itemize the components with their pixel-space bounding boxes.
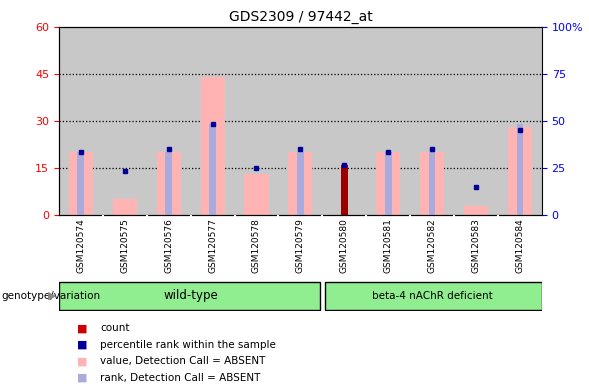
Title: GDS2309 / 97442_at: GDS2309 / 97442_at [229, 10, 372, 25]
Text: ■: ■ [77, 340, 87, 350]
Bar [341, 165, 348, 215]
Bar [498, 27, 542, 215]
Bar [366, 27, 410, 215]
Text: GSM120584: GSM120584 [515, 218, 524, 273]
Bar [297, 152, 304, 215]
Bar [234, 27, 279, 215]
Bar [322, 27, 366, 215]
Text: GSM120576: GSM120576 [164, 218, 173, 273]
Text: GSM120574: GSM120574 [77, 218, 85, 273]
Bar [147, 27, 191, 215]
Bar [420, 152, 444, 215]
Bar [147, 27, 191, 215]
Bar [69, 152, 93, 215]
Bar [234, 27, 279, 215]
Text: ■: ■ [77, 323, 87, 333]
Text: wild-type: wild-type [163, 289, 218, 302]
Bar [410, 27, 454, 215]
Bar [279, 27, 322, 215]
Text: GSM120579: GSM120579 [296, 218, 305, 273]
Bar [429, 152, 435, 215]
Bar [279, 27, 322, 215]
Bar [244, 174, 269, 215]
Bar [78, 152, 84, 215]
Bar [103, 27, 147, 215]
Text: rank, Detection Call = ABSENT: rank, Detection Call = ABSENT [100, 373, 260, 383]
Bar [103, 27, 147, 215]
Text: count: count [100, 323, 130, 333]
Bar [498, 27, 542, 215]
Text: genotype/variation: genotype/variation [1, 291, 100, 301]
Text: value, Detection Call = ABSENT: value, Detection Call = ABSENT [100, 356, 266, 366]
Text: GSM120582: GSM120582 [428, 218, 436, 273]
Bar [112, 199, 137, 215]
Bar [191, 27, 234, 215]
Bar [454, 27, 498, 215]
FancyBboxPatch shape [59, 282, 320, 310]
Text: ■: ■ [77, 373, 87, 383]
Text: GSM120575: GSM120575 [120, 218, 129, 273]
Text: GSM120578: GSM120578 [252, 218, 261, 273]
Bar [59, 27, 103, 215]
Bar [410, 27, 454, 215]
Bar [366, 27, 410, 215]
Text: GSM120581: GSM120581 [383, 218, 393, 273]
Bar [517, 124, 523, 215]
Text: ■: ■ [77, 356, 87, 366]
Bar [209, 124, 216, 215]
Bar [376, 152, 401, 215]
Text: beta-4 nAChR deficient: beta-4 nAChR deficient [372, 291, 492, 301]
Bar [59, 27, 103, 215]
Text: ▶: ▶ [48, 291, 57, 301]
Text: GSM120580: GSM120580 [340, 218, 349, 273]
Text: GSM120583: GSM120583 [472, 218, 481, 273]
FancyBboxPatch shape [325, 282, 542, 310]
Bar [454, 27, 498, 215]
Bar [157, 152, 181, 215]
Bar [289, 152, 313, 215]
Text: GSM120577: GSM120577 [208, 218, 217, 273]
Bar [464, 206, 488, 215]
Bar [322, 27, 366, 215]
Bar [508, 127, 532, 215]
Text: percentile rank within the sample: percentile rank within the sample [100, 340, 276, 350]
Bar [385, 152, 392, 215]
Bar [191, 27, 234, 215]
Bar [200, 77, 224, 215]
Bar [166, 152, 172, 215]
